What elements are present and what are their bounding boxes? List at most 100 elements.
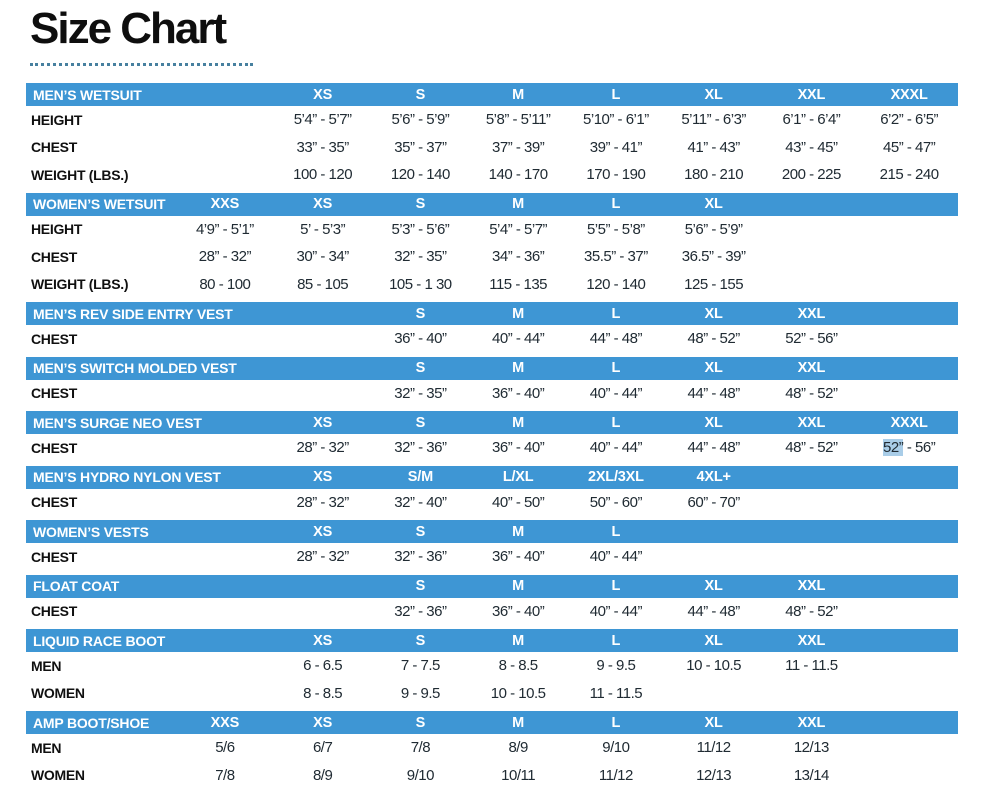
header-cell: XS (313, 523, 333, 540)
header-cell: L (611, 632, 621, 649)
data-cell: 41” - 43” (687, 138, 741, 156)
size-table-section: FLOAT COAT S M L XL XXL CHEST 32” - 36” 36” - … (26, 574, 958, 626)
table-row: CHEST 36” - 40” 40” - 44” 44” - 48” 48” - 52… (26, 325, 958, 353)
table-row: HEIGHT 4’9” - 5’1” 5’ - 5’3” 5’3” - 5’6” 5’4… (26, 215, 958, 244)
header-cell: XL (704, 305, 723, 322)
table-title: LIQUID RACE BOOT (33, 632, 166, 649)
data-cell: 9 - 9.5 (400, 684, 441, 702)
data-cell: 9 - 9.5 (596, 657, 636, 675)
row-label: MEN (31, 739, 62, 756)
header-cell: XS (313, 632, 333, 649)
header-cell: S (415, 414, 426, 431)
size-table-section: MEN’S SURGE NEO VEST XS S M L XL XXL XXXL CHES… (26, 411, 958, 462)
table-row: CHEST 28” - 32” 32” - 36” 36” - 40” 40” - 44… (26, 543, 958, 571)
data-cell: 11 - 11.5 (785, 657, 838, 675)
header-cell: L (611, 523, 621, 540)
table-header-row: MEN’S SWITCH MOLDED VEST S M L XL XXL (26, 356, 958, 380)
header-cell: XXL (797, 578, 826, 595)
data-cell: 12/13 (696, 766, 732, 784)
data-cell: 120 - 140 (390, 166, 450, 184)
size-table-section: MEN’S REV SIDE ENTRY VEST S M L XL XXL CHEST… (26, 302, 958, 353)
table-header-row: LIQUID RACE BOOT XS S M L XL XXL (26, 629, 958, 653)
header-cell: XXL (797, 632, 826, 649)
data-cell: 6 - 6.5 (303, 657, 343, 675)
table-title: AMP BOOT/SHOE (33, 714, 150, 731)
header-cell: M (512, 86, 525, 103)
header-cell: S/M (407, 469, 433, 486)
size-chart-page: Size Chart MEN’S WETSUIT XS S M L XL XXL XXXL … (0, 4, 990, 810)
data-cell: 36” - 40” (394, 330, 447, 348)
data-cell: 115 - 135 (489, 275, 548, 293)
header-cell: 2XL/3XL (587, 469, 644, 486)
header-cell: XXL (797, 414, 826, 431)
data-cell: 7/8 (410, 739, 431, 757)
header-cell: M (512, 523, 525, 540)
table-row: WEIGHT (LBS.) 80 - 100 85 - 105 105 - 1 30 1… (26, 270, 958, 299)
header-cell: XS (313, 714, 333, 731)
row-label: CHEST (31, 385, 77, 402)
size-table-section: MEN’S WETSUIT XS S M L XL XXL XXXL HEIGHT 5’4” … (26, 83, 958, 189)
data-cell: 32” - 40” (394, 493, 447, 511)
data-cell: 60” - 70” (687, 493, 741, 511)
header-cell: S (415, 360, 426, 377)
data-cell: 40” - 44” (589, 548, 643, 566)
table-title: MEN’S REV SIDE ENTRY VEST (33, 305, 233, 322)
table-title: MEN’S HYDRO NYLON VEST (33, 469, 221, 486)
table-header-row: MEN’S WETSUIT XS S M L XL XXL XXXL (26, 83, 958, 107)
data-cell: 40” - 50” (492, 493, 545, 511)
header-cell: L (611, 578, 621, 595)
header-cell: L (611, 360, 621, 377)
data-cell: 85 - 105 (297, 275, 349, 293)
header-cell: XS (313, 86, 333, 103)
header-cell: L (611, 714, 621, 731)
table-header-row: AMP BOOT/SHOE XXS XS S M L XL XXL (26, 711, 958, 735)
row-label: WOMEN (31, 685, 85, 702)
size-table-section: AMP BOOT/SHOE XXS XS S M L XL XXL MEN 5/6 6/7 7/8… (26, 711, 958, 790)
data-cell: 36” - 40” (492, 439, 545, 457)
row-label: CHEST (31, 548, 77, 565)
data-cell: 7 - 7.5 (400, 657, 441, 675)
data-cell: 28” - 32” (296, 548, 350, 566)
data-cell: 105 - 1 30 (389, 275, 452, 293)
table-header-row: MEN’S REV SIDE ENTRY VEST S M L XL XXL (26, 302, 958, 326)
data-cell: 80 - 100 (199, 275, 251, 293)
data-cell: 8 - 8.5 (498, 657, 539, 675)
data-cell: 7/8 (215, 766, 235, 784)
data-cell: 36” - 40” (492, 384, 545, 402)
size-table-section: MEN’S SWITCH MOLDED VEST S M L XL XXL CHEST 3… (26, 356, 958, 408)
data-cell: 10 - 10.5 (490, 684, 546, 702)
row-label: CHEST (31, 330, 77, 347)
data-cell: 32” - 35” (394, 384, 447, 402)
header-cell: XL (704, 414, 723, 431)
data-cell: 5’11” - 6’3” (681, 111, 746, 129)
data-cell: 40” - 44” (492, 330, 545, 348)
data-cell: 44” - 48” (589, 330, 643, 348)
data-cell: 52” - 56” (860, 439, 958, 457)
table-header-row: WOMEN’S WETSUIT XXS XS S M L XL (26, 192, 958, 216)
header-cell: S (415, 305, 426, 322)
table-row: WOMEN 7/8 8/9 9/10 10/11 11/12 12/13 13/14 (26, 761, 958, 790)
table-row: CHEST 28” - 32” 32” - 36” 36” - 40” 40” - 44… (26, 434, 958, 462)
data-cell: 44” - 48” (687, 384, 741, 402)
page-title: Size Chart (30, 4, 227, 53)
data-cell: 8/9 (312, 766, 333, 784)
table-header-row: FLOAT COAT S M L XL XXL (26, 574, 958, 598)
table-row: MEN 6 - 6.5 7 - 7.5 8 - 8.5 9 - 9.5 10 - 10.5… (26, 652, 958, 680)
data-cell: 32” - 36” (394, 439, 447, 457)
dotted-divider (30, 63, 253, 67)
data-cell: 44” - 48” (687, 602, 741, 620)
row-label: CHEST (31, 248, 77, 265)
data-cell: 12/13 (793, 739, 830, 757)
data-cell: 48” - 52” (687, 330, 741, 348)
header-cell: S (415, 714, 426, 731)
header-cell: XL (704, 632, 723, 649)
header-cell: XXL (797, 360, 826, 377)
data-cell: 45” - 47” (883, 138, 936, 156)
header-cell: L (611, 414, 621, 431)
header-cell: M (512, 196, 525, 213)
row-label: MEN (31, 657, 62, 674)
selected-text: 52” (883, 439, 904, 457)
header-cell: M (512, 578, 525, 595)
data-cell: 10 - 10.5 (686, 657, 741, 675)
header-cell: L (611, 196, 621, 213)
